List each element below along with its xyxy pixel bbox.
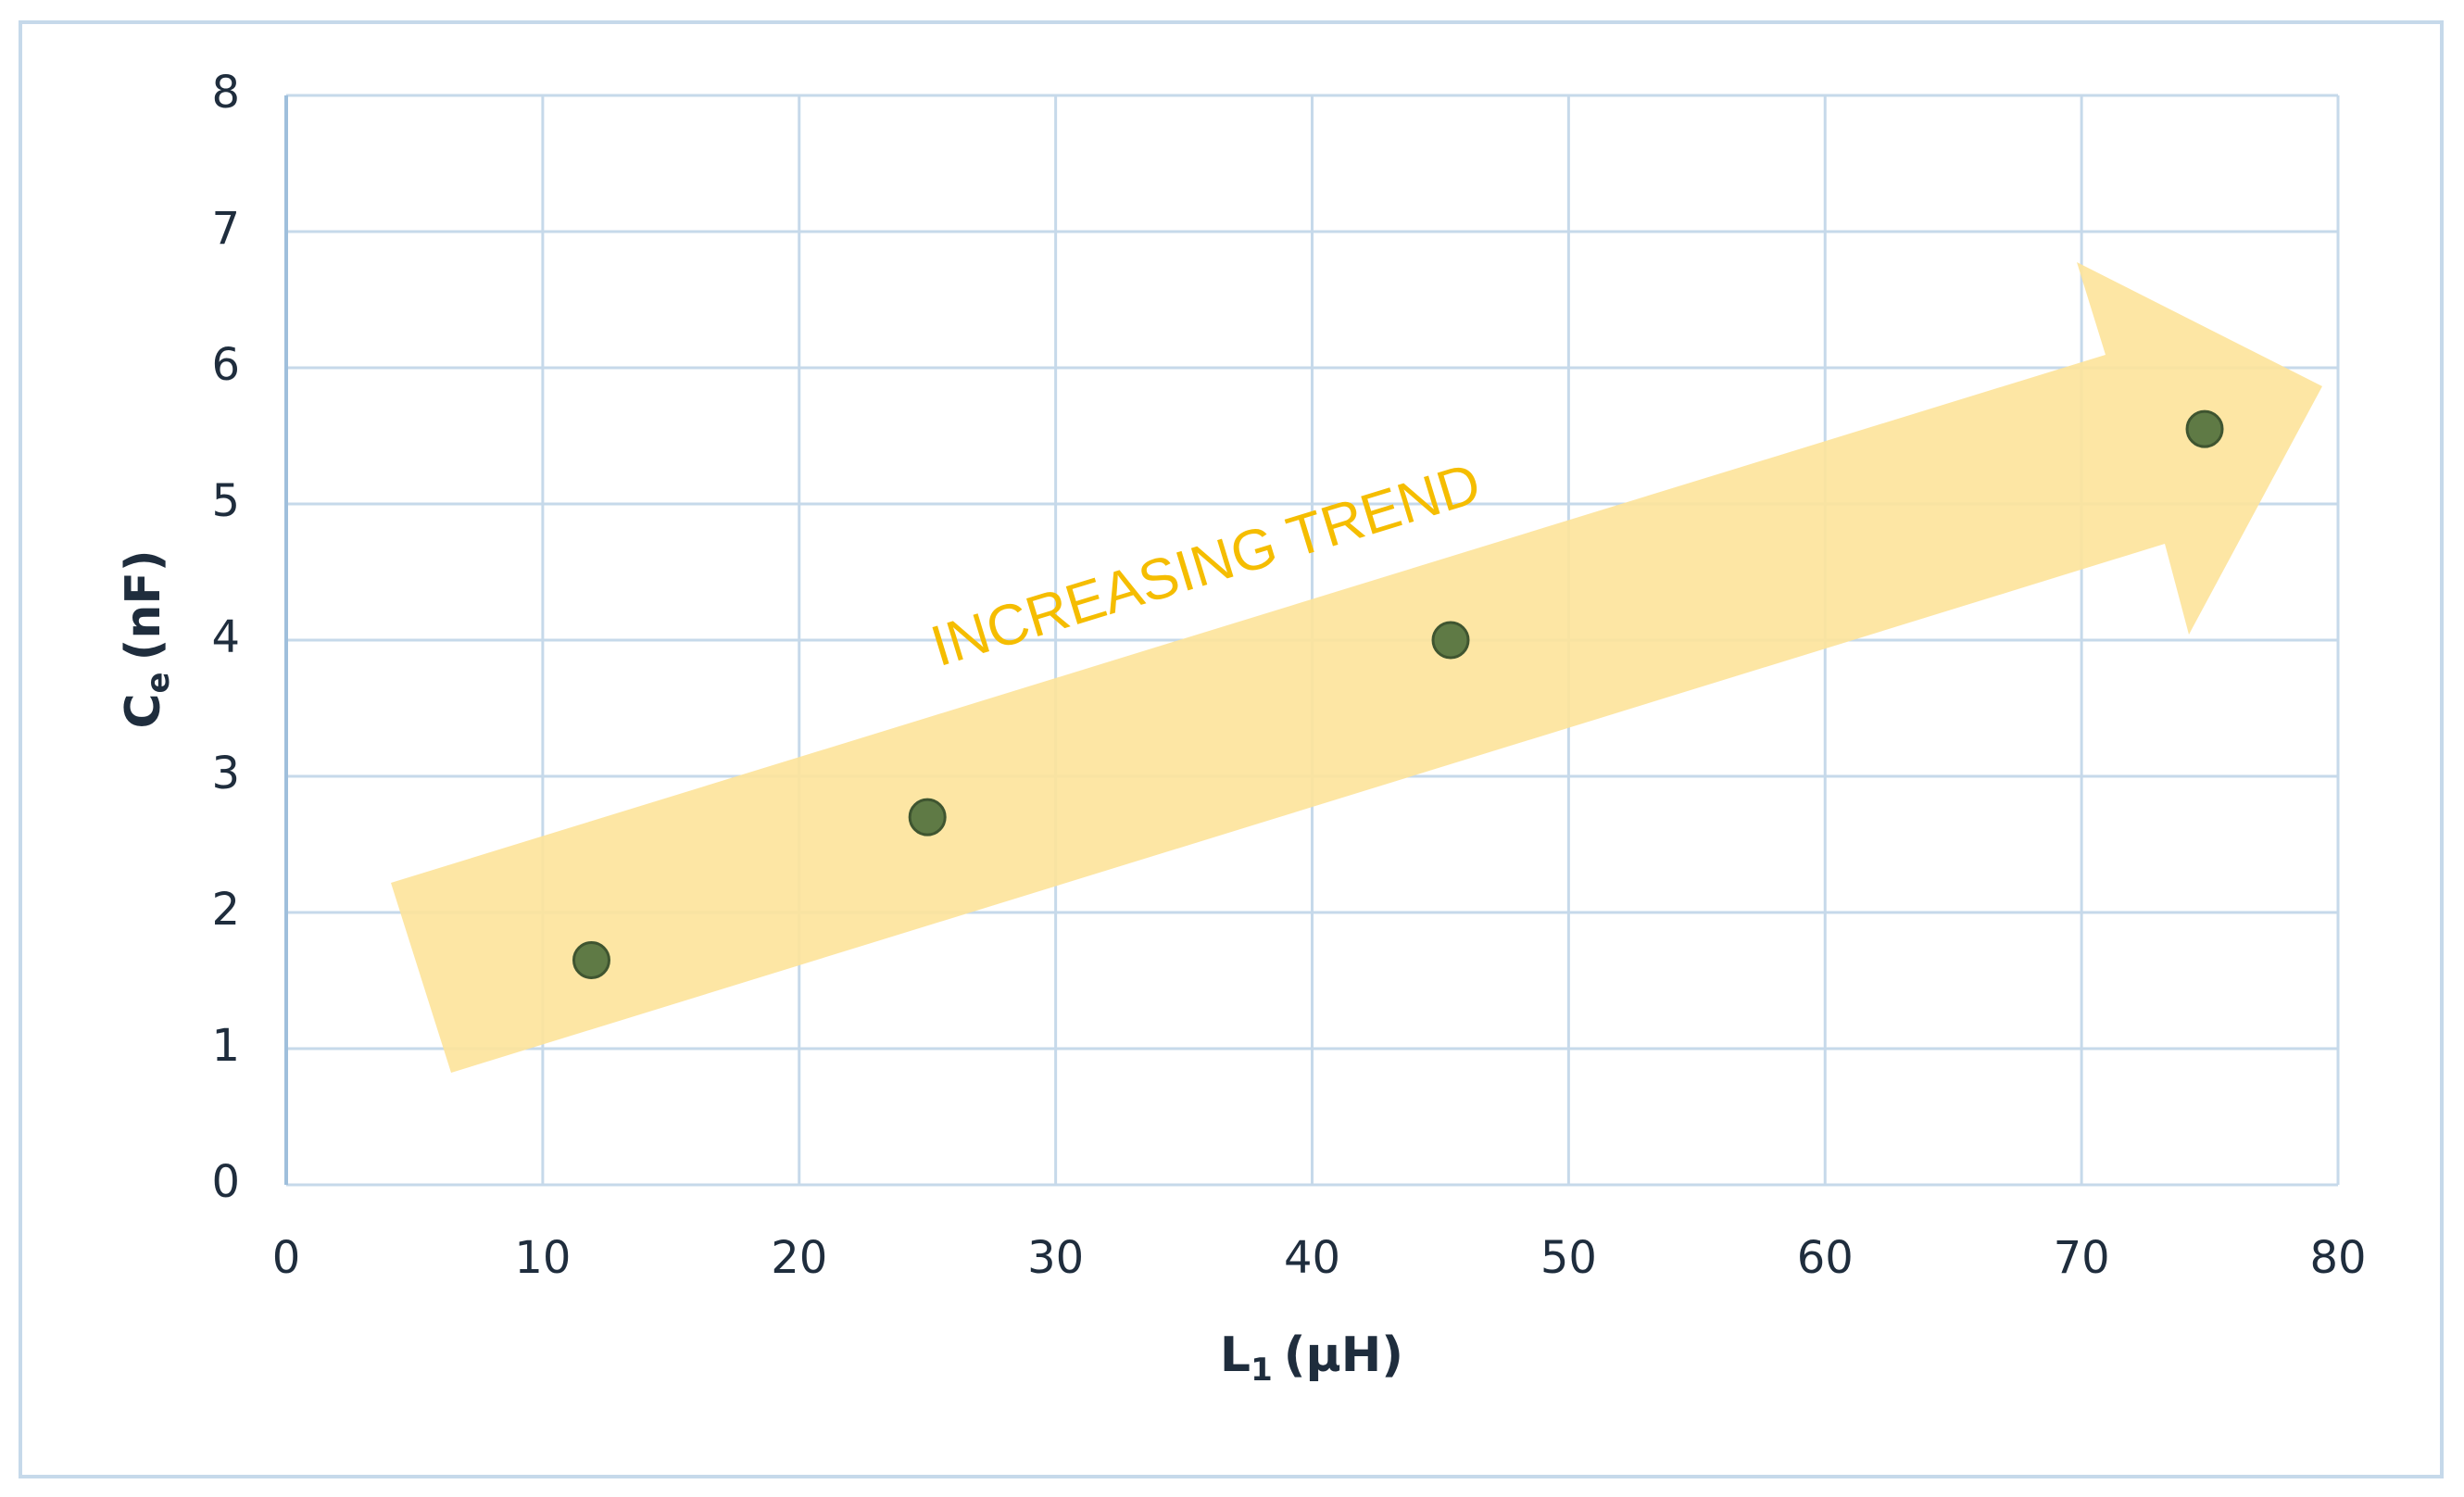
y-tick-label: 1 bbox=[211, 1020, 240, 1072]
x-tick-label: 70 bbox=[2054, 1232, 2110, 1284]
x-title-main: L bbox=[1220, 1327, 1251, 1383]
point bbox=[572, 940, 610, 979]
y-tick-label: 2 bbox=[211, 884, 240, 936]
x-tick-label: 60 bbox=[1797, 1232, 1854, 1284]
y-tick-label: 7 bbox=[211, 203, 240, 255]
x-tick-label: 80 bbox=[2309, 1232, 2366, 1284]
y-title-unit: (nF) bbox=[116, 549, 171, 660]
y-title-sub: e bbox=[140, 672, 177, 693]
y-tick-label: 5 bbox=[211, 475, 240, 527]
y-tick-label: 6 bbox=[211, 339, 240, 391]
x-tick-label: 40 bbox=[1284, 1232, 1340, 1284]
x-tick-label: 30 bbox=[1027, 1232, 1084, 1284]
marks bbox=[572, 409, 2224, 979]
x-tick-label: 50 bbox=[1540, 1232, 1597, 1284]
x-axis-title: L1 (μH) bbox=[1220, 1327, 1403, 1389]
point bbox=[908, 798, 947, 837]
y-tick-label: 4 bbox=[211, 611, 240, 663]
y-tick-label: 0 bbox=[211, 1156, 240, 1208]
y-tick-label: 3 bbox=[211, 748, 240, 799]
y-axis-title: Ce (nF) bbox=[116, 549, 177, 728]
trend-arrow bbox=[391, 262, 2322, 1073]
x-tick-label: 0 bbox=[272, 1232, 301, 1284]
x-title-unit: (μH) bbox=[1284, 1327, 1403, 1383]
y-tick-label: 8 bbox=[211, 67, 240, 119]
x-tick-label: 20 bbox=[771, 1232, 827, 1284]
x-title-sub: 1 bbox=[1251, 1352, 1273, 1389]
x-tick-label: 10 bbox=[514, 1232, 571, 1284]
y-title-main: C bbox=[116, 693, 171, 728]
point bbox=[2185, 409, 2224, 448]
point bbox=[1431, 621, 1470, 660]
